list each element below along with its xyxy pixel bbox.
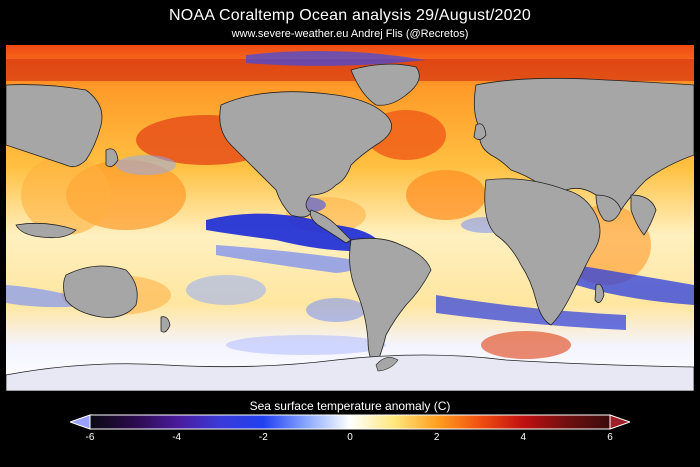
colorbar-scale xyxy=(89,414,611,430)
indonesia xyxy=(15,222,77,239)
colorbar-label: Sea surface temperature anomaly (C) xyxy=(249,399,451,413)
australia xyxy=(63,265,138,318)
colorbar-low-arrow xyxy=(70,414,91,430)
landmasses xyxy=(6,63,694,366)
madagascar xyxy=(594,283,605,303)
arabia xyxy=(595,194,622,222)
africa xyxy=(484,178,601,326)
central-america xyxy=(309,209,352,244)
colorbar-high-arrow xyxy=(609,414,630,430)
eurasia xyxy=(473,77,694,211)
antarctic-peninsula xyxy=(375,357,399,372)
colorbar xyxy=(70,414,630,430)
colorbar-tick-label: -2 xyxy=(258,432,268,443)
antarctica xyxy=(6,354,694,391)
colorbar-tick-label: -6 xyxy=(85,432,95,443)
map-title: NOAA Coraltemp Ocean analysis 29/August/… xyxy=(169,7,531,24)
india xyxy=(630,194,657,236)
sst-anomaly-map xyxy=(6,45,694,391)
japan xyxy=(105,148,119,168)
south-america xyxy=(349,237,432,366)
colorbar-tick-label: 6 xyxy=(607,432,613,443)
greenland xyxy=(350,63,420,106)
colorbar-tick-label: -4 xyxy=(172,432,182,443)
british-isles xyxy=(473,123,487,140)
new-zealand xyxy=(160,316,171,333)
map-subtitle: www.severe-weather.eu Andrej Flis (@Recr… xyxy=(231,28,469,40)
east-asia-west xyxy=(6,84,103,168)
colorbar-tick-label: 4 xyxy=(520,432,527,443)
colorbar-tick-label: 0 xyxy=(347,432,353,443)
colorbar-tick-label: 2 xyxy=(433,432,440,443)
north-america xyxy=(219,91,393,218)
